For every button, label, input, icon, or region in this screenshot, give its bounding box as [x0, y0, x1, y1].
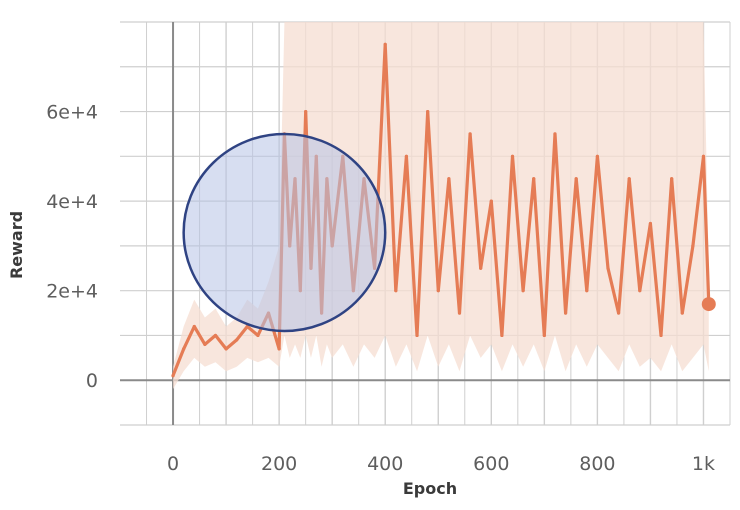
reward-point	[510, 154, 515, 158]
reward-point	[457, 311, 462, 315]
reward-point	[680, 311, 684, 315]
reward-point	[500, 333, 504, 338]
x-tick-label: 600	[473, 453, 509, 475]
reward-point	[447, 177, 451, 181]
reward-point	[404, 154, 409, 158]
reward-point	[235, 338, 239, 342]
reward-point	[394, 289, 398, 293]
x-tick-label: 1k	[692, 453, 715, 475]
reward-point	[659, 333, 663, 338]
y-tick-label: 2e+4	[46, 281, 98, 303]
x-tick-label: 200	[261, 453, 297, 475]
reward-point	[670, 177, 674, 181]
tick-labels: 0 200 400 600 800 1k 0 2e+4 4e+4 6e+4	[46, 102, 715, 475]
reward-point	[171, 374, 175, 378]
reward-point	[532, 177, 536, 181]
reward-point	[224, 347, 228, 351]
reward-point	[563, 311, 568, 315]
x-tick-label: 800	[579, 453, 615, 475]
annotation-layer	[182, 132, 387, 333]
reward-point	[182, 347, 186, 351]
reward-point	[595, 154, 599, 158]
reward-point	[638, 289, 642, 293]
x-tick-label: 0	[167, 453, 179, 475]
reward-point	[383, 42, 387, 46]
reward-point	[256, 333, 260, 338]
reward-point	[213, 333, 218, 338]
reward-point	[574, 177, 578, 181]
reward-point	[542, 333, 546, 338]
reward-point	[648, 221, 653, 226]
reward-point	[245, 324, 249, 329]
reward-point	[521, 289, 525, 293]
reward-point	[617, 311, 621, 315]
reward-end-marker	[701, 297, 716, 312]
reward-point	[468, 132, 472, 136]
reward-point	[415, 333, 419, 338]
reward-point	[585, 289, 589, 293]
y-tick-label: 0	[86, 370, 98, 392]
reward-point	[277, 347, 281, 351]
reward-point	[426, 109, 430, 114]
reward-point	[192, 324, 196, 329]
reward-point	[304, 109, 308, 114]
reward-point	[701, 154, 706, 158]
reward-point	[553, 132, 557, 136]
reward-point	[203, 342, 207, 346]
reward-point	[691, 244, 695, 248]
highlight-circle	[182, 132, 387, 333]
x-axis-title: Epoch	[403, 479, 457, 498]
y-tick-label: 6e+4	[46, 102, 98, 124]
reward-point	[627, 177, 631, 181]
reward-point	[436, 289, 440, 293]
reward-point	[479, 266, 483, 270]
y-axis-title: Reward	[7, 211, 26, 279]
reward-point	[606, 266, 610, 270]
x-tick-label: 400	[367, 453, 403, 475]
reward-point	[489, 199, 493, 203]
y-tick-label: 4e+4	[46, 191, 98, 213]
